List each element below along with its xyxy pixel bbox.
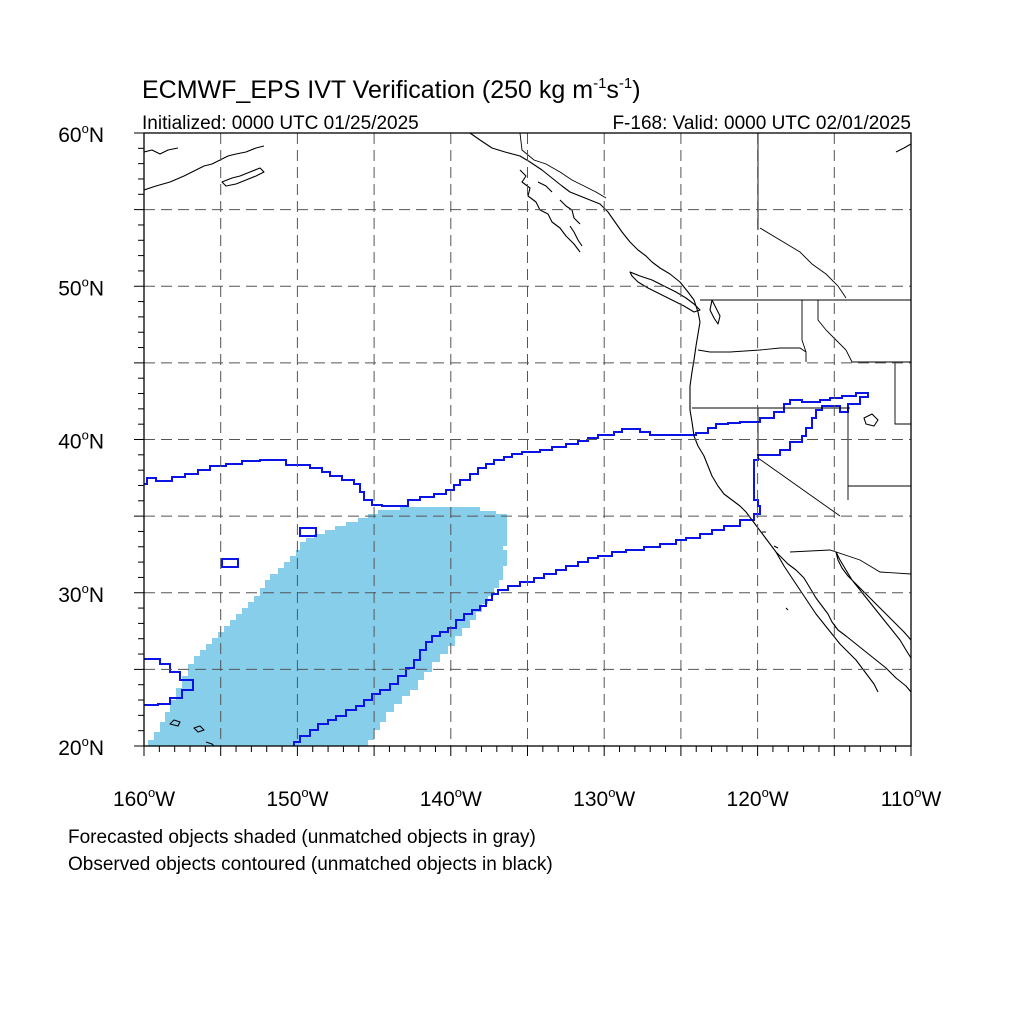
alaska-islands [519, 169, 583, 253]
forecast-ivt-object [148, 507, 507, 746]
lon-tick-label: 150oW [266, 785, 328, 811]
lat-tick-label: 60oN [58, 121, 104, 147]
puget-sound [709, 299, 721, 325]
lat-tick-label: 20oN [58, 734, 104, 760]
channel-islands [762, 531, 837, 629]
north-america-coastline [469, 133, 911, 693]
oregon-washington-border [697, 347, 807, 362]
utah-arizona-border [848, 361, 911, 487]
idaho-border [801, 300, 868, 363]
legend-observed-note: Observed objects contoured (unmatched ob… [68, 854, 553, 875]
kodiak-island [221, 167, 265, 187]
legend-forecast-note: Forecasted objects shaded (unmatched obj… [68, 827, 536, 848]
lon-tick-label: 140oW [420, 785, 482, 811]
us-mexico-border [789, 549, 911, 575]
vancouver-island [629, 271, 701, 313]
observed-object-small-2 [221, 558, 239, 568]
axis-ticks [134, 132, 912, 756]
lon-tick-label: 130oW [573, 785, 635, 811]
baja-california-coast [775, 551, 879, 693]
valid-time-label: F-168: Valid: 0000 UTC 02/01/2025 [612, 113, 911, 134]
observed-object-small-1 [299, 527, 317, 537]
lat-tick-label: 40oN [58, 428, 104, 454]
graticule [144, 133, 911, 746]
canada-interior-lines [757, 133, 847, 299]
observed-contour-southwest [144, 658, 194, 706]
alaska-canada-border [519, 133, 607, 199]
southeast-alaska [895, 143, 911, 153]
lon-tick-label: 160oW [113, 785, 175, 811]
init-time-label: Initialized: 0000 UTC 01/25/2025 [142, 113, 419, 134]
lon-tick-label: 120oW [727, 785, 789, 811]
lon-tick-label: 110oW [881, 785, 942, 811]
map-title: ECMWF_EPS IVT Verification (250 kg m-1s-… [142, 75, 641, 104]
axis-labels: 60oN 50oN 40oN 30oN 20oN 160oW 150oW 140oW 130oW… [58, 121, 941, 811]
lat-tick-label: 30oN [58, 581, 104, 607]
great-salt-lake [863, 413, 879, 427]
political-borders [519, 133, 911, 575]
lat-tick-label: 50oN [58, 274, 104, 300]
alaska-peninsula [144, 145, 265, 191]
hawaii-islands [169, 719, 215, 746]
